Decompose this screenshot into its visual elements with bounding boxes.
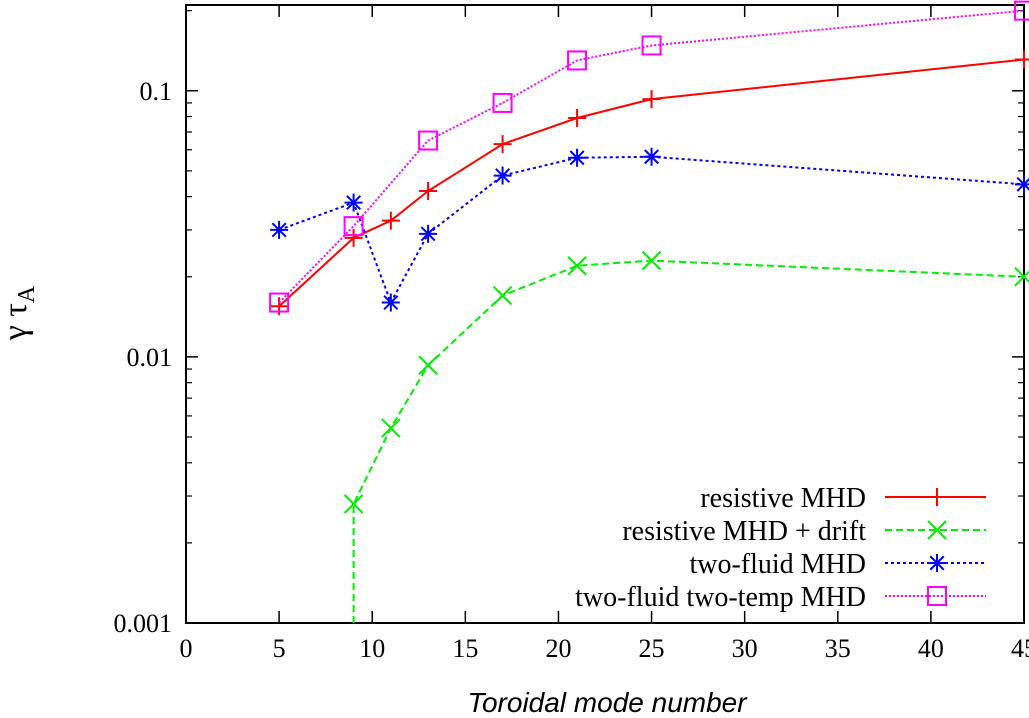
data-point [1014, 267, 1029, 287]
data-point [1014, 0, 1029, 21]
y-axis-label-sub: A [14, 285, 40, 303]
data-point [1015, 50, 1029, 69]
y-axis-label-main: γ τ [0, 303, 34, 341]
series-3 [269, 0, 1029, 313]
legend-label: resistive MHD + drift [622, 516, 866, 547]
x-tick-label: 5 [273, 634, 286, 663]
legend-label: resistive MHD [700, 483, 866, 514]
data-point [568, 108, 587, 127]
legend-entry: two-fluid MHD [689, 549, 986, 580]
data-point [381, 418, 401, 438]
data-point [419, 182, 438, 201]
data-point [343, 494, 364, 514]
data-point [270, 220, 289, 239]
data-point [381, 293, 400, 312]
legend-marker [927, 586, 947, 606]
data-point [567, 256, 587, 276]
series-0 [270, 50, 1029, 316]
y-tick-label: 0.001 [114, 609, 173, 638]
data-point [641, 250, 662, 271]
data-point [493, 166, 512, 185]
series-1 [343, 250, 1029, 623]
series-line [278, 155, 1025, 305]
x-tick-label: 30 [732, 634, 758, 663]
legend-label: two-fluid MHD [689, 549, 866, 580]
x-tick-label: 25 [639, 634, 665, 663]
y-axis-label: γ τA [0, 285, 40, 341]
data-point [343, 216, 364, 237]
data-point [418, 355, 438, 375]
series-line [278, 9, 1025, 304]
data-point [269, 292, 290, 313]
plot-frame [185, 4, 1025, 624]
legend-marker [928, 554, 946, 572]
legend-label: two-fluid two-temp MHD [575, 582, 866, 613]
data-point [418, 130, 439, 151]
data-point [419, 224, 438, 243]
data-point [568, 148, 587, 167]
data-point [567, 50, 588, 71]
data-point [344, 193, 363, 212]
legend-entry: resistive MHD [700, 483, 986, 514]
data-point [1015, 175, 1029, 194]
data-point [381, 211, 400, 230]
data-point [493, 135, 512, 154]
data-point [642, 147, 661, 166]
x-tick-label: 10 [359, 634, 385, 663]
data-point [642, 90, 661, 109]
x-tick-label: 40 [918, 634, 944, 663]
svg-text:γ τA: γ τA [0, 285, 40, 341]
legend-entry: two-fluid two-temp MHD [575, 582, 986, 613]
data-point [344, 228, 363, 247]
series-line [352, 259, 1025, 623]
y-tick-label: 0.1 [140, 77, 173, 106]
series-2 [270, 147, 1029, 312]
legend-marker [927, 520, 947, 540]
x-tick-label: 15 [452, 634, 478, 663]
data-point [492, 285, 513, 306]
x-tick-label: 20 [545, 634, 571, 663]
x-tick-label: 0 [180, 634, 193, 663]
data-point [641, 35, 662, 56]
data-point [492, 92, 513, 113]
x-tick-label: 35 [825, 634, 851, 663]
x-axis-label: Toroidal mode number [467, 687, 748, 718]
legend-marker [928, 488, 946, 506]
y-tick-label: 0.01 [127, 343, 173, 372]
x-tick-label: 45 [1011, 634, 1029, 663]
legend-entry: resistive MHD + drift [622, 516, 986, 547]
